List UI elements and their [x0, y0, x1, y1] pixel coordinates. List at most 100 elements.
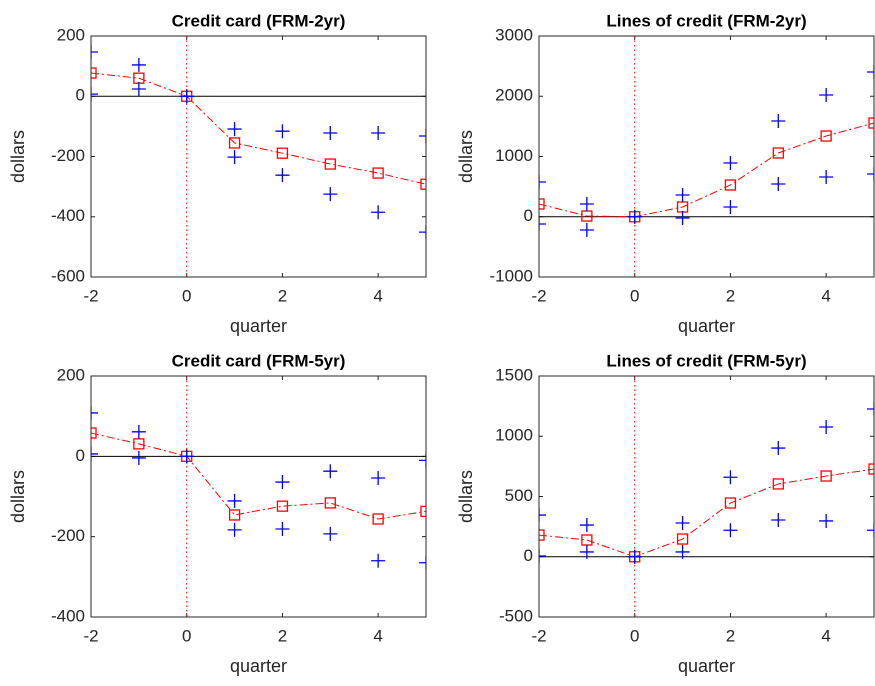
plus-marker [179, 449, 194, 464]
square-marker [420, 178, 426, 190]
plus-marker [579, 544, 594, 559]
plus-marker [323, 526, 338, 541]
square-marker [420, 505, 426, 518]
plus-marker [131, 450, 146, 465]
y-tick-label: 1000 [495, 426, 533, 445]
x-tick-label: 2 [278, 286, 287, 305]
series-line [91, 432, 426, 520]
y-tick-label: -500 [499, 606, 533, 625]
plus-marker [419, 129, 426, 144]
y-tick-label: 2000 [495, 86, 533, 105]
square-marker [581, 210, 593, 222]
plus-marker [91, 44, 98, 59]
plus-marker [723, 156, 738, 171]
chart-title: Credit card (FRM-2yr) [172, 11, 346, 30]
plus-marker [539, 174, 546, 189]
x-tick-label: -2 [531, 286, 546, 305]
plus-marker [275, 522, 290, 537]
chart-title: Credit card (FRM-5yr) [172, 351, 346, 370]
plus-marker [867, 402, 874, 417]
square-marker [133, 438, 145, 450]
plus-marker [91, 87, 98, 102]
square-marker [772, 147, 784, 159]
plus-marker [627, 209, 642, 224]
plus-marker [723, 199, 738, 214]
chart-title: Lines of credit (FRM-5yr) [606, 351, 806, 370]
y-tick-label: 0 [524, 206, 533, 225]
square-marker [324, 158, 336, 170]
plus-marker [539, 549, 546, 564]
plus-marker [579, 196, 594, 211]
plot-area [539, 376, 874, 617]
y-tick-label: 200 [57, 25, 85, 44]
plus-marker [539, 216, 546, 231]
x-tick-label: 2 [278, 626, 287, 645]
plus-marker [723, 523, 738, 538]
plus-marker [771, 114, 786, 129]
plus-marker [371, 205, 386, 220]
x-tick-label: 0 [182, 626, 191, 645]
x-axis-label: quarter [678, 316, 735, 336]
plus-marker [867, 65, 874, 80]
series-line [539, 122, 874, 218]
plus-marker [867, 166, 874, 181]
plus-marker [771, 176, 786, 191]
square-marker [276, 147, 289, 159]
x-tick-label: -2 [83, 626, 98, 645]
square-marker [676, 533, 689, 545]
axes-box [538, 375, 875, 618]
x-tick-label: 0 [630, 626, 639, 645]
plus-marker [323, 126, 338, 141]
square-marker [324, 497, 336, 509]
square-marker [539, 198, 545, 210]
plus-marker [675, 516, 690, 531]
plus-marker [227, 150, 242, 165]
plus-marker [371, 553, 386, 568]
x-tick-label: 4 [821, 626, 830, 645]
plus-marker [419, 225, 426, 240]
y-tick-label: 0 [76, 86, 85, 105]
plus-marker [579, 223, 594, 238]
plus-marker [131, 424, 146, 439]
plus-marker [819, 169, 834, 184]
y-tick-label: -1000 [490, 266, 533, 285]
y-tick-label: -600 [51, 266, 85, 285]
plus-marker [275, 475, 290, 490]
square-marker [772, 478, 784, 490]
x-axis-label: quarter [230, 656, 287, 676]
plus-marker [819, 87, 834, 102]
plus-marker [227, 122, 242, 137]
plus-marker [371, 471, 386, 486]
y-axis-label: dollars [456, 130, 476, 183]
plus-marker [723, 470, 738, 485]
plus-marker [323, 464, 338, 479]
plus-marker [579, 518, 594, 533]
square-marker [868, 117, 874, 129]
plus-marker [91, 446, 98, 461]
plus-marker [819, 513, 834, 528]
square-marker [724, 497, 737, 509]
axes-box [538, 35, 875, 278]
plus-marker [91, 405, 98, 420]
square-marker [91, 427, 97, 439]
x-tick-label: 2 [726, 626, 735, 645]
plus-marker [771, 512, 786, 527]
y-tick-label: 500 [505, 486, 533, 505]
x-axis-label: quarter [678, 656, 735, 676]
y-tick-label: 0 [76, 446, 85, 465]
x-tick-label: 4 [373, 626, 382, 645]
y-axis-label: dollars [456, 470, 476, 523]
y-tick-label: 1000 [495, 146, 533, 165]
y-tick-label: -200 [51, 146, 85, 165]
x-tick-label: 4 [373, 286, 382, 305]
plus-marker [539, 508, 546, 523]
chart-title: Lines of credit (FRM-2yr) [606, 11, 806, 30]
plus-marker [771, 441, 786, 456]
y-axis-label: dollars [8, 470, 28, 523]
square-marker [91, 67, 97, 79]
x-tick-label: 2 [726, 286, 735, 305]
plus-marker [419, 555, 426, 570]
plus-marker [627, 549, 642, 564]
x-axis-label: quarter [230, 316, 287, 336]
plus-marker [227, 522, 242, 537]
